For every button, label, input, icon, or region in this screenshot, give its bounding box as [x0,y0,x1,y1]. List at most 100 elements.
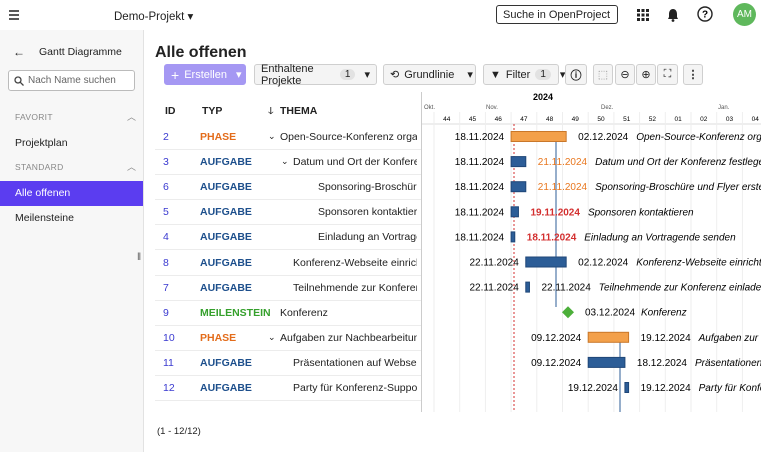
gantt-chart: 2024 Okt. Nov. Dez. Jan. 44 45 46 47 48 49 50 51 52 0… [421,92,761,412]
row-type: PHASE [200,131,237,143]
week-label: 03 [726,116,734,123]
baseline-label: Grundlinie [404,68,455,81]
fullscreen-button[interactable]: ⛶ [657,64,678,85]
table-row[interactable]: 7 AUFGABE Teilnehmende zur Konferenz einla… [155,275,421,301]
table-row[interactable]: 9 MEILENSTEIN Konferenz [155,300,421,326]
help-icon[interactable]: ? [697,6,713,22]
hierarchy-icon[interactable]: ↆ [268,105,274,117]
zoom-in-button[interactable]: ⊕ [636,64,656,85]
week-label: 51 [623,116,631,123]
row-id[interactable]: 6 [163,181,169,194]
caret: ▾ [467,69,473,81]
projects-count: 1 [339,69,356,80]
row-id[interactable]: 5 [163,206,169,219]
bar-start-date: 18.11.2024 [455,157,505,168]
caret: ▾ [364,69,370,81]
row-id[interactable]: 9 [163,306,169,319]
bar-start-date: 22.11.2024 [469,258,519,269]
nav-item[interactable]: Alle offenen [0,181,143,206]
sidebar-search[interactable]: Nach Name suchen [8,70,135,91]
expand-icon[interactable]: ⌄ [281,156,289,167]
month-label: Nov. [486,105,498,111]
column-header[interactable]: ID [165,105,176,117]
bar-start-date: 18.11.2024 [455,232,505,243]
row-subject: Aufgaben zur Nachbearbeitung [280,331,417,344]
collapse-icon[interactable]: ︿ [127,162,137,172]
gantt-bar [525,281,530,293]
avatar[interactable]: AM [733,3,756,26]
expand-icon[interactable]: ⌄ [268,331,276,342]
filter-button[interactable]: ▼ Filter 1 ▾ [483,64,565,85]
expand-icon[interactable]: ⌄ [268,131,276,141]
bar-subject: Aufgaben zur Nachbearbeitung [698,333,761,344]
back-arrow[interactable]: ← [13,45,25,59]
week-label: 52 [649,116,657,123]
bar-start-date: 09.12.2024 [531,358,581,369]
bar-start-date: 19.12.2024 [568,383,618,394]
modules-icon[interactable] [637,9,649,21]
gantt-bar [510,206,519,218]
week-label: 48 [546,116,554,123]
filter-label: Filter [505,68,531,81]
row-id[interactable]: 2 [163,131,169,143]
table-row[interactable]: 8 AUFGABE Konferenz-Webseite einrichten [155,250,421,276]
project-selector[interactable]: Demo-Projekt ▾ [114,11,194,23]
row-id[interactable]: 4 [163,231,169,244]
baseline-button[interactable]: ⟲ Grundlinie ▾ [383,64,476,85]
row-type: AUFGABE [200,256,252,269]
bar-end-date: 02.12.2024 [578,258,628,269]
row-type: AUFGABE [200,156,252,169]
row-id[interactable]: 7 [163,281,169,294]
row-type: AUFGABE [200,231,252,244]
row-subject: Konferenz-Webseite einrichten [293,256,417,269]
week-label: 02 [700,116,708,123]
sidebar [0,30,144,452]
row-id[interactable]: 12 [163,382,175,394]
row-type: MEILENSTEIN [200,306,271,319]
nav-item[interactable]: Meilensteine [0,206,143,231]
row-id[interactable]: 10 [163,331,175,344]
table-row[interactable]: 2 PHASE ⌄ Open-Source-Konferenz organisiere… [155,124,421,150]
info-button[interactable]: ⓘ [565,64,587,85]
notifications-icon[interactable] [667,8,679,22]
week-label: 50 [597,116,605,123]
column-header[interactable]: THEMA [280,105,318,117]
section-label: FAVORIT [15,112,53,122]
plus-icon: + [171,66,180,83]
row-type: AUFGABE [200,382,252,394]
table-row[interactable]: 4 AUFGABE Einladung an Vortragende senden [155,224,421,251]
bar-end-date: 21.11.2024 [538,182,588,193]
collapse-icon[interactable]: ︿ [127,112,137,122]
nav-item[interactable]: Projektplan [0,131,143,156]
table-row[interactable]: 12 AUFGABE Party für Konferenz-Supporter:i… [155,375,421,401]
column-header[interactable]: TYP [202,105,223,117]
milestone-date: 03.12.2024 [585,308,635,319]
menu-icon[interactable] [8,9,20,21]
more-button[interactable]: ⋮ [683,64,703,85]
bar-end-date: 18.12.2024 [637,358,687,369]
table-row[interactable]: 3 AUFGABE ⌄ Datum und Ort der Konferenz fes… [155,149,421,176]
table-row[interactable]: 11 AUFGABE Präsentationen auf Webseite hoc… [155,350,421,376]
month-label: Jan. [718,105,730,111]
global-search[interactable]: Suche in OpenProject [496,5,618,24]
caret: ▾ [235,69,242,81]
row-type: AUFGABE [200,206,252,219]
week-label: 46 [495,116,503,123]
row-id[interactable]: 3 [163,156,169,169]
row-subject: Open-Source-Konferenz organisieren [280,131,417,143]
bar-subject: Sponsoren kontaktieren [588,207,694,218]
create-button[interactable]: + Erstellen ▾ [164,64,246,85]
gantt-bar [587,331,630,343]
row-type: AUFGABE [200,281,252,294]
bar-end-date: 02.12.2024 [578,132,628,143]
zoom-out-button[interactable]: ⊖ [615,64,635,85]
resize-handle[interactable]: ‖ [137,252,142,263]
table-row[interactable]: 5 AUFGABE Sponsoren kontaktieren [155,199,421,226]
week-label: 49 [572,116,580,123]
row-id[interactable]: 11 [163,356,174,369]
table-row[interactable]: 6 AUFGABE Sponsoring-Broschüre und Flyer e… [155,174,421,201]
row-id[interactable]: 8 [163,256,169,269]
projects-button[interactable]: Enthaltene Projekte 1 ▾ [254,63,377,87]
table-row[interactable]: 10 PHASE ⌄ Aufgaben zur Nachbearbeitung [155,325,421,351]
zoom-fit-button[interactable]: ⬚ [593,64,613,85]
